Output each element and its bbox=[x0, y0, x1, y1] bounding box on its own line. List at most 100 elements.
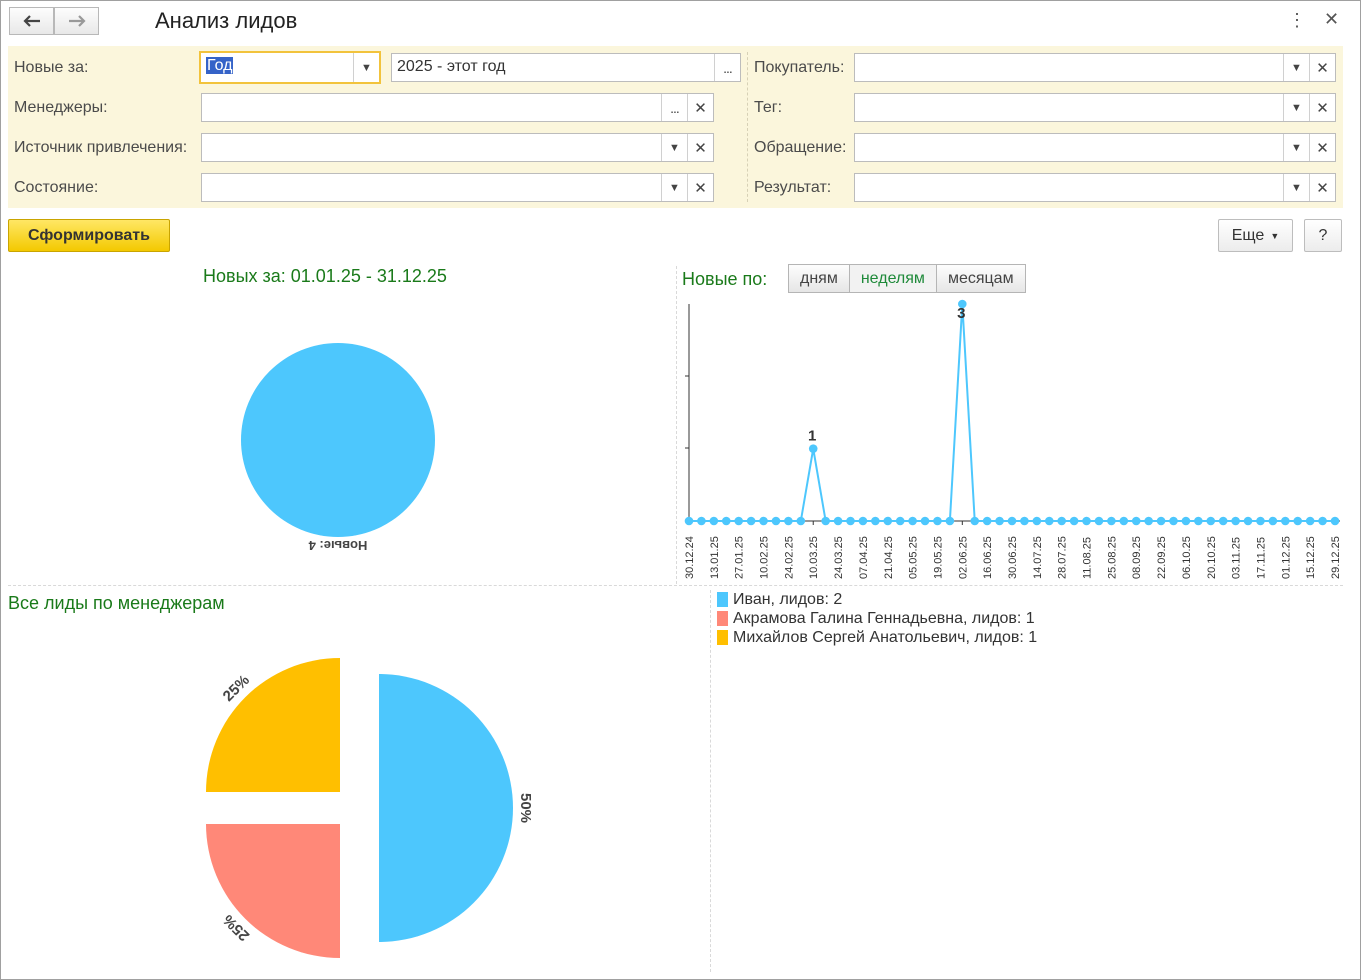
series-point[interactable] bbox=[709, 516, 719, 526]
series-point[interactable] bbox=[1305, 516, 1315, 526]
series-point[interactable] bbox=[933, 516, 942, 526]
managers-field[interactable]: ... ✕ bbox=[201, 93, 714, 122]
legend-item: Акрамова Галина Геннадьевна, лидов: 1 bbox=[717, 609, 1037, 628]
clear-icon[interactable]: ✕ bbox=[687, 94, 713, 121]
series-point[interactable] bbox=[1119, 516, 1129, 526]
result-field[interactable]: ▼ ✕ bbox=[854, 173, 1336, 202]
forward-button[interactable] bbox=[54, 7, 99, 35]
x-tick-label: 20.10.25 bbox=[1206, 536, 1218, 579]
series-point[interactable] bbox=[796, 516, 806, 526]
tab-days[interactable]: дням bbox=[789, 265, 850, 292]
series-point[interactable] bbox=[1032, 516, 1042, 526]
clear-icon[interactable]: ✕ bbox=[1309, 174, 1335, 201]
chevron-down-icon[interactable]: ▼ bbox=[661, 174, 687, 201]
series-point[interactable] bbox=[920, 516, 930, 526]
series-point[interactable] bbox=[1181, 516, 1191, 526]
chevron-down-icon[interactable]: ▼ bbox=[353, 53, 379, 82]
clear-icon[interactable]: ✕ bbox=[1309, 54, 1335, 81]
chevron-down-icon[interactable]: ▼ bbox=[1283, 134, 1309, 161]
clear-icon[interactable]: ✕ bbox=[687, 174, 713, 201]
pie-slice[interactable] bbox=[206, 658, 340, 792]
series-point[interactable] bbox=[1293, 516, 1303, 526]
series-point[interactable] bbox=[982, 516, 992, 526]
chevron-down-icon[interactable]: ▼ bbox=[1283, 94, 1309, 121]
series-point[interactable] bbox=[908, 516, 917, 526]
clear-icon[interactable]: ✕ bbox=[687, 134, 713, 161]
select-period-button[interactable]: ... bbox=[714, 54, 740, 81]
series-point[interactable] bbox=[846, 516, 855, 526]
series-point[interactable] bbox=[1256, 516, 1265, 526]
series-point[interactable] bbox=[821, 516, 830, 526]
managers-select-button[interactable]: ... bbox=[661, 94, 687, 121]
series-point[interactable] bbox=[1131, 516, 1141, 526]
series-point[interactable] bbox=[1007, 516, 1017, 526]
series-point[interactable] bbox=[1156, 516, 1166, 526]
series-point[interactable] bbox=[759, 516, 768, 526]
series-point[interactable] bbox=[1169, 516, 1178, 526]
series-point[interactable] bbox=[1144, 516, 1153, 526]
series-point[interactable] bbox=[684, 516, 694, 526]
appeal-field[interactable]: ▼ ✕ bbox=[854, 133, 1336, 162]
buyer-field[interactable]: ▼ ✕ bbox=[854, 53, 1336, 82]
tab-weeks[interactable]: неделям bbox=[849, 265, 937, 292]
series-point[interactable] bbox=[1330, 516, 1340, 526]
data-labels: 13 bbox=[808, 305, 965, 445]
help-button[interactable]: ? bbox=[1304, 219, 1342, 252]
x-tick-labels: 30.12.24 13.01.25 27.01.25 10.02.25 24.02.25… bbox=[684, 536, 1342, 579]
pie-slice[interactable] bbox=[206, 824, 340, 958]
series-point[interactable] bbox=[958, 299, 967, 309]
series-point[interactable] bbox=[1057, 516, 1066, 526]
series-point[interactable] bbox=[1020, 516, 1029, 526]
chevron-down-icon[interactable]: ▼ bbox=[661, 134, 687, 161]
series-point[interactable] bbox=[1194, 516, 1203, 526]
chevron-down-icon[interactable]: ▼ bbox=[1283, 54, 1309, 81]
series-point[interactable] bbox=[1069, 516, 1079, 526]
series-point[interactable] bbox=[1318, 516, 1327, 526]
tag-field[interactable]: ▼ ✕ bbox=[854, 93, 1336, 122]
series-point[interactable] bbox=[1268, 516, 1278, 526]
series-point[interactable] bbox=[1243, 516, 1253, 526]
series-point[interactable] bbox=[1094, 516, 1104, 526]
generate-button[interactable]: Сформировать bbox=[8, 219, 170, 252]
period-type-select[interactable]: Год ▼ bbox=[199, 51, 381, 84]
series-point[interactable] bbox=[734, 516, 743, 526]
series-point[interactable] bbox=[1231, 516, 1240, 526]
series-point[interactable] bbox=[858, 516, 868, 526]
more-button[interactable]: Еще ▼ bbox=[1218, 219, 1293, 252]
series-point[interactable] bbox=[1206, 516, 1216, 526]
series-point[interactable] bbox=[1281, 516, 1290, 526]
series-point[interactable] bbox=[970, 516, 980, 526]
period-value-field[interactable]: 2025 - этот год ... bbox=[391, 53, 741, 82]
clear-icon[interactable]: ✕ bbox=[1309, 94, 1335, 121]
x-tick-label: 22.09.25 bbox=[1156, 536, 1168, 579]
close-icon[interactable]: ✕ bbox=[1324, 9, 1340, 29]
series-point[interactable] bbox=[871, 516, 880, 526]
state-label: Состояние: bbox=[14, 179, 99, 196]
vertical-dots-icon[interactable]: ⋮ bbox=[1288, 10, 1306, 30]
series-point[interactable] bbox=[1082, 516, 1091, 526]
chevron-down-icon[interactable]: ▼ bbox=[1283, 174, 1309, 201]
series-point[interactable] bbox=[784, 516, 793, 526]
series-point[interactable] bbox=[1044, 516, 1054, 526]
series-point[interactable] bbox=[808, 444, 818, 453]
series-point[interactable] bbox=[697, 516, 706, 526]
pie-slice[interactable] bbox=[379, 674, 513, 942]
x-tick-label: 21.04.25 bbox=[883, 536, 895, 579]
series-point[interactable] bbox=[771, 516, 781, 526]
tab-months[interactable]: месяцам bbox=[936, 265, 1025, 292]
series-point[interactable] bbox=[833, 516, 843, 526]
result-label: Результат: bbox=[754, 179, 832, 196]
series-point[interactable] bbox=[1218, 516, 1228, 526]
series-point[interactable] bbox=[883, 516, 893, 526]
back-button[interactable] bbox=[9, 7, 54, 35]
series-point[interactable] bbox=[1107, 516, 1116, 526]
source-field[interactable]: ▼ ✕ bbox=[201, 133, 714, 162]
state-field[interactable]: ▼ ✕ bbox=[201, 173, 714, 202]
series-point[interactable] bbox=[995, 516, 1004, 526]
series-point[interactable] bbox=[721, 516, 731, 526]
pie-slice-new[interactable] bbox=[241, 343, 435, 537]
series-point[interactable] bbox=[895, 516, 905, 526]
clear-icon[interactable]: ✕ bbox=[1309, 134, 1335, 161]
series-point[interactable] bbox=[945, 516, 955, 526]
series-point[interactable] bbox=[746, 516, 756, 526]
